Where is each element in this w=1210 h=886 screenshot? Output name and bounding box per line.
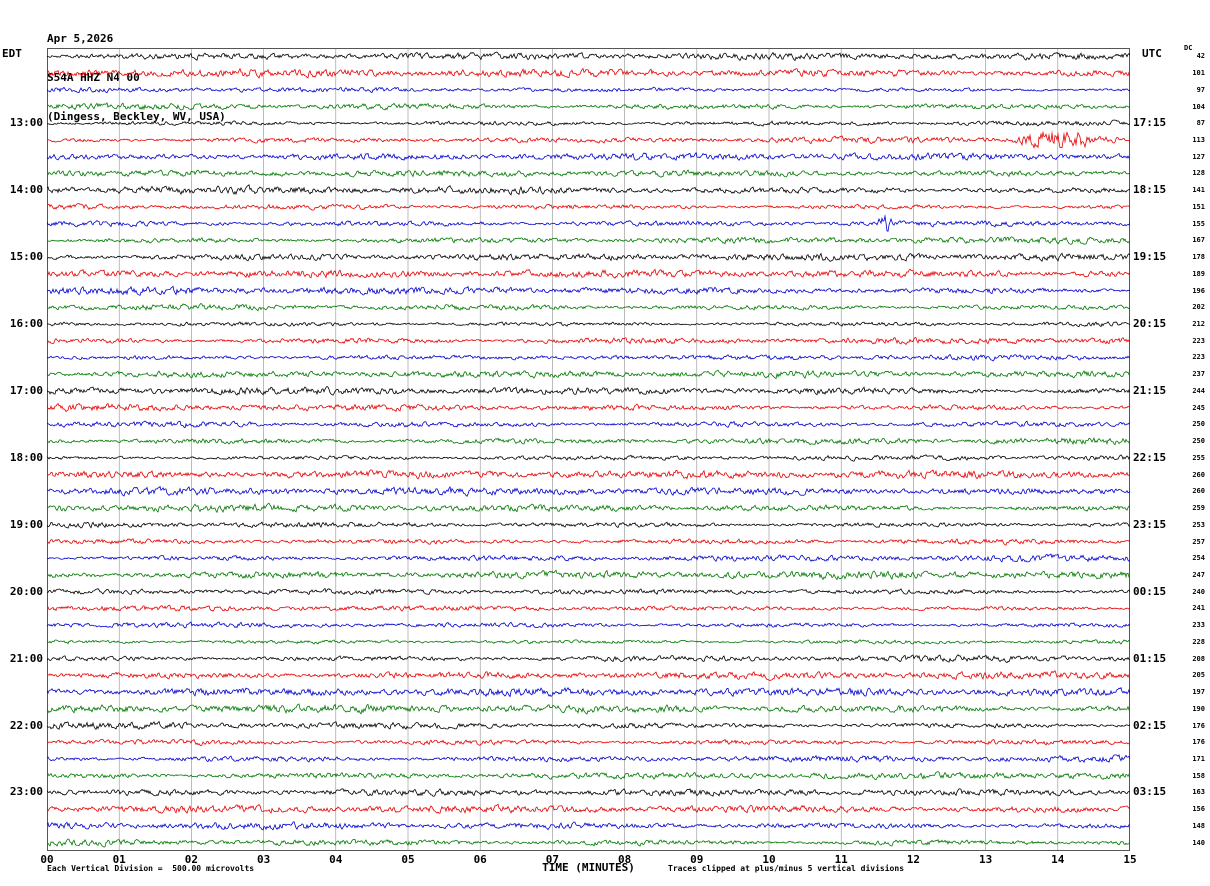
dc-value: 250: [1192, 437, 1205, 446]
dc-value: 141: [1192, 186, 1205, 195]
left-axis-title: EDT: [2, 47, 22, 60]
x-tick-label: 03: [256, 853, 271, 866]
dc-value: 241: [1192, 604, 1205, 613]
dc-value: 260: [1192, 487, 1205, 496]
x-tick-label: 01: [112, 853, 126, 866]
x-tick-label: 00: [40, 853, 54, 866]
x-tick-label: 14: [1051, 853, 1065, 866]
dc-value: 113: [1192, 136, 1205, 144]
dc-value: 253: [1192, 520, 1205, 529]
x-tick-label: 05: [401, 853, 415, 866]
dc-value: 208: [1192, 654, 1205, 663]
dc-value: 223: [1192, 336, 1205, 345]
right-time-label: 17:15: [1133, 116, 1167, 130]
dc-column-header: DC: [1184, 44, 1193, 52]
dc-value: 205: [1192, 671, 1205, 680]
x-tick-label: 10: [762, 853, 776, 866]
right-time-label: 23:15: [1133, 517, 1167, 531]
dc-value: 42: [1196, 52, 1205, 61]
dc-value: 233: [1192, 621, 1205, 630]
dc-value: 148: [1192, 821, 1205, 830]
date-label: Apr 5,2026: [47, 32, 114, 45]
x-axis-label: TIME (MINUTES): [542, 861, 635, 874]
dc-value: 127: [1192, 152, 1205, 161]
left-time-label: 18:00: [9, 450, 43, 464]
right-time-label: 03:15: [1133, 785, 1167, 799]
x-tick-label: 15: [1123, 853, 1137, 866]
right-time-label: 01:15: [1133, 651, 1167, 665]
dc-value: 196: [1192, 286, 1205, 295]
left-time-label: 19:00: [9, 517, 43, 531]
dc-value: 155: [1192, 219, 1205, 228]
right-time-label: 19:15: [1133, 250, 1167, 264]
left-time-label: 15:00: [9, 250, 43, 264]
dc-value: 259: [1192, 504, 1205, 513]
left-time-label: 20:00: [9, 584, 43, 598]
dc-value: 244: [1192, 386, 1205, 395]
dc-value: 156: [1192, 805, 1205, 814]
footnote-vertical-division: Each Vertical Division = 500.00 microvol…: [47, 864, 255, 873]
dc-value: 197: [1192, 688, 1205, 697]
dc-value: 223: [1192, 353, 1205, 362]
dc-value: 104: [1192, 102, 1205, 111]
dc-value: 97: [1196, 85, 1205, 94]
dc-value: 101: [1192, 69, 1205, 78]
left-time-label: 22:00: [9, 718, 43, 732]
dc-value: 190: [1192, 704, 1205, 713]
x-tick-label: 06: [473, 853, 487, 866]
dc-value: 237: [1192, 370, 1205, 379]
dc-value: 245: [1192, 403, 1205, 412]
dc-value: 254: [1192, 554, 1205, 563]
dc-value: 176: [1192, 721, 1205, 730]
right-time-label: 20:15: [1133, 317, 1167, 331]
right-time-label: 22:15: [1133, 450, 1167, 464]
left-time-label: 14:00: [9, 183, 43, 197]
dc-value: 178: [1192, 253, 1205, 262]
dc-value: 176: [1192, 738, 1205, 747]
left-time-label: 16:00: [9, 317, 43, 331]
dc-value: 247: [1192, 570, 1205, 579]
dc-value: 140: [1192, 838, 1205, 847]
left-time-label: 17:00: [9, 383, 43, 397]
left-time-label: 13:00: [9, 116, 43, 130]
left-time-label: 23:00: [9, 785, 43, 799]
right-time-label: 00:15: [1133, 584, 1167, 598]
dc-value: 228: [1192, 637, 1205, 646]
right-axis-title: UTC: [1142, 47, 1162, 60]
dc-value: 255: [1192, 453, 1205, 462]
dc-value: 163: [1192, 788, 1205, 797]
dc-value: 158: [1192, 771, 1205, 780]
dc-value: 250: [1192, 420, 1205, 429]
seismogram-plot: [47, 48, 1130, 851]
dc-value: 257: [1192, 537, 1205, 546]
dc-value: 87: [1196, 119, 1205, 128]
left-time-label: 21:00: [9, 651, 43, 665]
dc-value: 151: [1192, 202, 1205, 211]
dc-value: 212: [1192, 320, 1205, 329]
dc-value: 240: [1192, 587, 1205, 596]
x-tick-label: 09: [690, 853, 704, 866]
right-time-label: 21:15: [1133, 383, 1167, 397]
dc-value: 260: [1192, 470, 1205, 479]
dc-value: 167: [1192, 236, 1205, 245]
x-tick-label: 04: [329, 853, 343, 866]
x-tick-label: 02: [184, 853, 199, 866]
x-tick-label: 12: [906, 853, 921, 866]
dc-value: 189: [1192, 269, 1205, 278]
footnote-clipping: Traces clipped at plus/minus 5 vertical …: [668, 864, 905, 873]
right-time-label: 18:15: [1133, 183, 1167, 197]
x-tick-label: 13: [978, 853, 993, 866]
dc-value: 202: [1192, 303, 1205, 312]
dc-value: 171: [1192, 754, 1205, 763]
x-tick-label: 11: [834, 853, 848, 866]
x-tick-label: 07: [545, 853, 560, 866]
right-time-label: 02:15: [1133, 718, 1167, 732]
dc-value: 128: [1192, 169, 1205, 178]
x-tick-label: 08: [617, 853, 632, 866]
